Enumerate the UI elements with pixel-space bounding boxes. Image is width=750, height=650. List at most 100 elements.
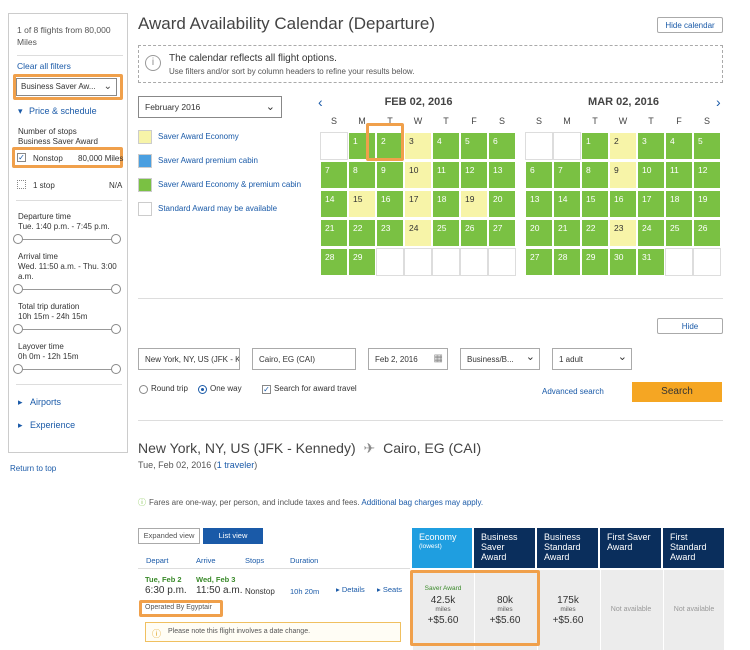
cabin-select[interactable]: Business/B... ⌄ (460, 348, 540, 370)
slider-handle[interactable] (13, 284, 23, 294)
col-stops[interactable]: Stops (245, 556, 265, 565)
calendar-day[interactable]: 26 (460, 219, 488, 247)
calendar-day[interactable]: 19 (460, 190, 488, 218)
duration-slider[interactable] (13, 324, 121, 334)
calendar-day[interactable]: 30 (609, 248, 637, 276)
round-trip-radio[interactable] (139, 385, 148, 394)
slider-handle[interactable] (111, 234, 121, 244)
hide-search-button[interactable]: Hide (657, 318, 723, 334)
calendar-day[interactable]: 14 (553, 190, 581, 218)
calendar-day[interactable]: 10 (404, 161, 432, 189)
calendar-day[interactable]: 28 (553, 248, 581, 276)
calendar-day[interactable]: 25 (665, 219, 693, 247)
calendar-day[interactable]: 29 (581, 248, 609, 276)
calendar-day[interactable]: 7 (553, 161, 581, 189)
calendar-day[interactable]: 4 (432, 132, 460, 160)
cabin-select[interactable]: Business Saver Aw... ⌄ (16, 78, 117, 96)
calendar-day[interactable]: 27 (525, 248, 553, 276)
calendar-day[interactable]: 31 (637, 248, 665, 276)
calendar-day[interactable]: 15 (581, 190, 609, 218)
calendar-day[interactable]: 16 (376, 190, 404, 218)
month-select[interactable]: February 2016 ⌄ (138, 96, 282, 118)
calendar-day[interactable]: 16 (609, 190, 637, 218)
calendar-day[interactable]: 1 (581, 132, 609, 160)
calendar-day[interactable]: 8 (348, 161, 376, 189)
col-depart[interactable]: Depart (146, 556, 169, 565)
calendar-day[interactable]: 11 (432, 161, 460, 189)
calendar-day[interactable]: 6 (525, 161, 553, 189)
calendar-day[interactable]: 7 (320, 161, 348, 189)
calendar-day[interactable]: 25 (432, 219, 460, 247)
search-button[interactable]: Search (632, 382, 722, 402)
calendar-day[interactable]: 21 (320, 219, 348, 247)
slider-handle[interactable] (13, 364, 23, 374)
calendar-day[interactable]: 20 (525, 219, 553, 247)
calendar-day[interactable]: 12 (460, 161, 488, 189)
calendar-day[interactable]: 26 (693, 219, 721, 247)
date-input[interactable]: Feb 2, 2016 ▦ (368, 348, 448, 370)
calendar-day[interactable]: 13 (488, 161, 516, 189)
destination-input[interactable]: Cairo, EG (CAI) (252, 348, 356, 370)
slider-handle[interactable] (111, 324, 121, 334)
col-first-standard[interactable]: First Standard Award (663, 528, 724, 568)
travelers-link[interactable]: 1 traveler (216, 460, 255, 470)
bag-charges-link[interactable]: Additional bag charges may apply. (361, 498, 484, 507)
calendar-day[interactable]: 5 (460, 132, 488, 160)
calendar-day[interactable]: 17 (404, 190, 432, 218)
calendar-day[interactable]: 2 (609, 132, 637, 160)
calendar-day[interactable]: 23 (609, 219, 637, 247)
calendar-day[interactable]: 3 (404, 132, 432, 160)
award-travel-checkbox[interactable]: ✓ (262, 385, 271, 394)
calendar-day[interactable]: 22 (581, 219, 609, 247)
layover-slider[interactable] (13, 364, 121, 374)
calendar-day[interactable]: 18 (432, 190, 460, 218)
col-business-saver[interactable]: Business Saver Award (474, 528, 535, 568)
calendar-day[interactable]: 27 (488, 219, 516, 247)
col-arrive[interactable]: Arrive (196, 556, 216, 565)
departure-slider[interactable] (13, 234, 121, 244)
calendar-day[interactable]: 4 (665, 132, 693, 160)
slider-handle[interactable] (111, 364, 121, 374)
calendar-day[interactable]: 28 (320, 248, 348, 276)
calendar-day[interactable]: 8 (581, 161, 609, 189)
return-to-top-link[interactable]: Return to top (10, 464, 57, 473)
list-view-tab[interactable]: List view (203, 528, 263, 544)
calendar-day[interactable]: 13 (525, 190, 553, 218)
travelers-select[interactable]: 1 adult ⌄ (552, 348, 632, 370)
calendar-day[interactable]: 22 (348, 219, 376, 247)
col-business-standard[interactable]: Business Standard Award (537, 528, 598, 568)
hide-calendar-button[interactable]: Hide calendar (657, 17, 723, 33)
origin-input[interactable]: New York, NY, US (JFK - K (138, 348, 240, 370)
fare-economy[interactable] (412, 570, 474, 650)
airports-toggle[interactable]: ▸ Airports (18, 397, 62, 407)
price-schedule-toggle[interactable]: ▾ Price & schedule (18, 106, 97, 116)
calendar-day[interactable]: 12 (693, 161, 721, 189)
calendar-day[interactable]: 14 (320, 190, 348, 218)
arrival-slider[interactable] (13, 284, 121, 294)
col-economy[interactable]: Economy (lowest) (412, 528, 472, 568)
calendar-day[interactable]: 3 (637, 132, 665, 160)
clear-filters-link[interactable]: Clear all filters (17, 61, 71, 71)
calendar-day[interactable]: 15 (348, 190, 376, 218)
calendar-day[interactable]: 17 (637, 190, 665, 218)
slider-handle[interactable] (13, 324, 23, 334)
details-link[interactable]: ▸ Details (336, 585, 365, 594)
calendar-day[interactable]: 11 (665, 161, 693, 189)
calendar-day[interactable]: 24 (637, 219, 665, 247)
calendar-day[interactable]: 23 (376, 219, 404, 247)
one-way-radio[interactable] (198, 385, 207, 394)
calendar-day[interactable]: 19 (693, 190, 721, 218)
slider-handle[interactable] (13, 234, 23, 244)
onestop-checkbox[interactable] (17, 180, 26, 189)
seats-link[interactable]: ▸ Seats (377, 585, 403, 594)
col-first-saver[interactable]: First Saver Award (600, 528, 661, 568)
calendar-day[interactable]: 29 (348, 248, 376, 276)
calendar-day[interactable]: 9 (376, 161, 404, 189)
calendar-day[interactable]: 10 (637, 161, 665, 189)
calendar-day[interactable]: 21 (553, 219, 581, 247)
experience-toggle[interactable]: ▸ Experience (18, 420, 76, 430)
calendar-day[interactable]: 20 (488, 190, 516, 218)
calendar-day[interactable]: 1 (348, 132, 376, 160)
calendar-day[interactable]: 9 (609, 161, 637, 189)
fare-business-saver[interactable] (474, 570, 537, 650)
